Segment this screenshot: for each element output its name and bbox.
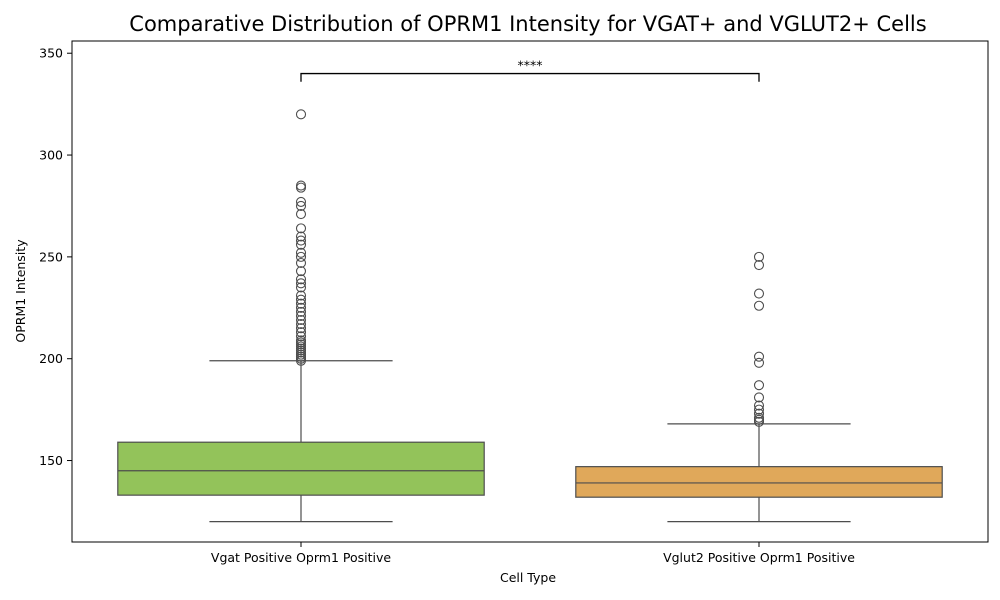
outlier-point <box>753 288 765 299</box>
box-iqr <box>575 466 943 498</box>
outlier-point <box>753 404 765 415</box>
outlier-point <box>753 400 765 411</box>
y-tick-label: 150 <box>39 453 63 468</box>
outlier-point <box>295 257 307 269</box>
outlier-point <box>295 209 307 220</box>
outlier-point <box>753 380 765 391</box>
outlier-point <box>295 223 307 234</box>
box-group <box>575 251 943 523</box>
outlier-point <box>295 266 307 277</box>
box-group <box>117 109 485 523</box>
outlier-point <box>753 251 765 262</box>
outlier-point <box>295 319 307 330</box>
outlier-point <box>295 109 307 120</box>
outlier-point <box>295 239 307 250</box>
outlier-point <box>295 294 307 305</box>
outlier-point <box>753 408 765 419</box>
outlier-point <box>295 196 307 207</box>
outlier-point <box>295 182 307 193</box>
outlier-point <box>753 357 765 368</box>
outlier-point <box>295 310 307 321</box>
outlier-point <box>295 200 307 212</box>
outlier-point <box>295 323 307 334</box>
outlier-point <box>295 298 307 309</box>
y-tick-label: 200 <box>39 351 63 366</box>
outlier-point <box>295 235 307 246</box>
outlier-point <box>295 331 307 342</box>
x-axis: Vgat Positive Oprm1 Positive Vglut2 Posit… <box>211 542 855 565</box>
significance-annotation: **** <box>300 58 760 82</box>
outlier-point <box>753 259 765 271</box>
outlier-point <box>295 335 307 346</box>
x-tick-label: Vglut2 Positive Oprm1 Positive <box>663 550 855 565</box>
y-axis: 150 200 250 300 350 <box>39 46 72 468</box>
y-tick-label: 300 <box>39 148 63 163</box>
outlier-point <box>753 351 765 362</box>
y-tick-label: 350 <box>39 46 63 61</box>
y-tick-label: 250 <box>39 249 63 264</box>
x-axis-label: Cell Type <box>500 570 556 585</box>
chart-title: Comparative Distribution of OPRM1 Intens… <box>129 12 926 36</box>
plot-area <box>117 109 943 523</box>
y-axis-label: OPRM1 Intensity <box>13 239 28 343</box>
outlier-point <box>295 327 307 338</box>
outlier-point <box>295 180 307 191</box>
outlier-point <box>295 290 307 301</box>
outlier-point <box>753 300 765 311</box>
outlier-point <box>295 247 307 258</box>
outlier-point <box>295 274 307 285</box>
box-iqr <box>117 441 485 496</box>
outlier-point <box>295 314 307 326</box>
outlier-point <box>295 278 307 289</box>
plot-frame <box>71 40 989 543</box>
outlier-point <box>295 302 307 313</box>
outlier-point <box>295 306 307 317</box>
outlier-point <box>753 392 765 403</box>
significance-bracket <box>300 72 760 82</box>
outlier-point <box>295 231 307 242</box>
x-tick-label: Vgat Positive Oprm1 Positive <box>211 550 391 565</box>
outlier-point <box>295 251 307 262</box>
outlier-point <box>753 412 765 423</box>
significance-label: **** <box>518 58 543 73</box>
outlier-point <box>295 282 307 293</box>
